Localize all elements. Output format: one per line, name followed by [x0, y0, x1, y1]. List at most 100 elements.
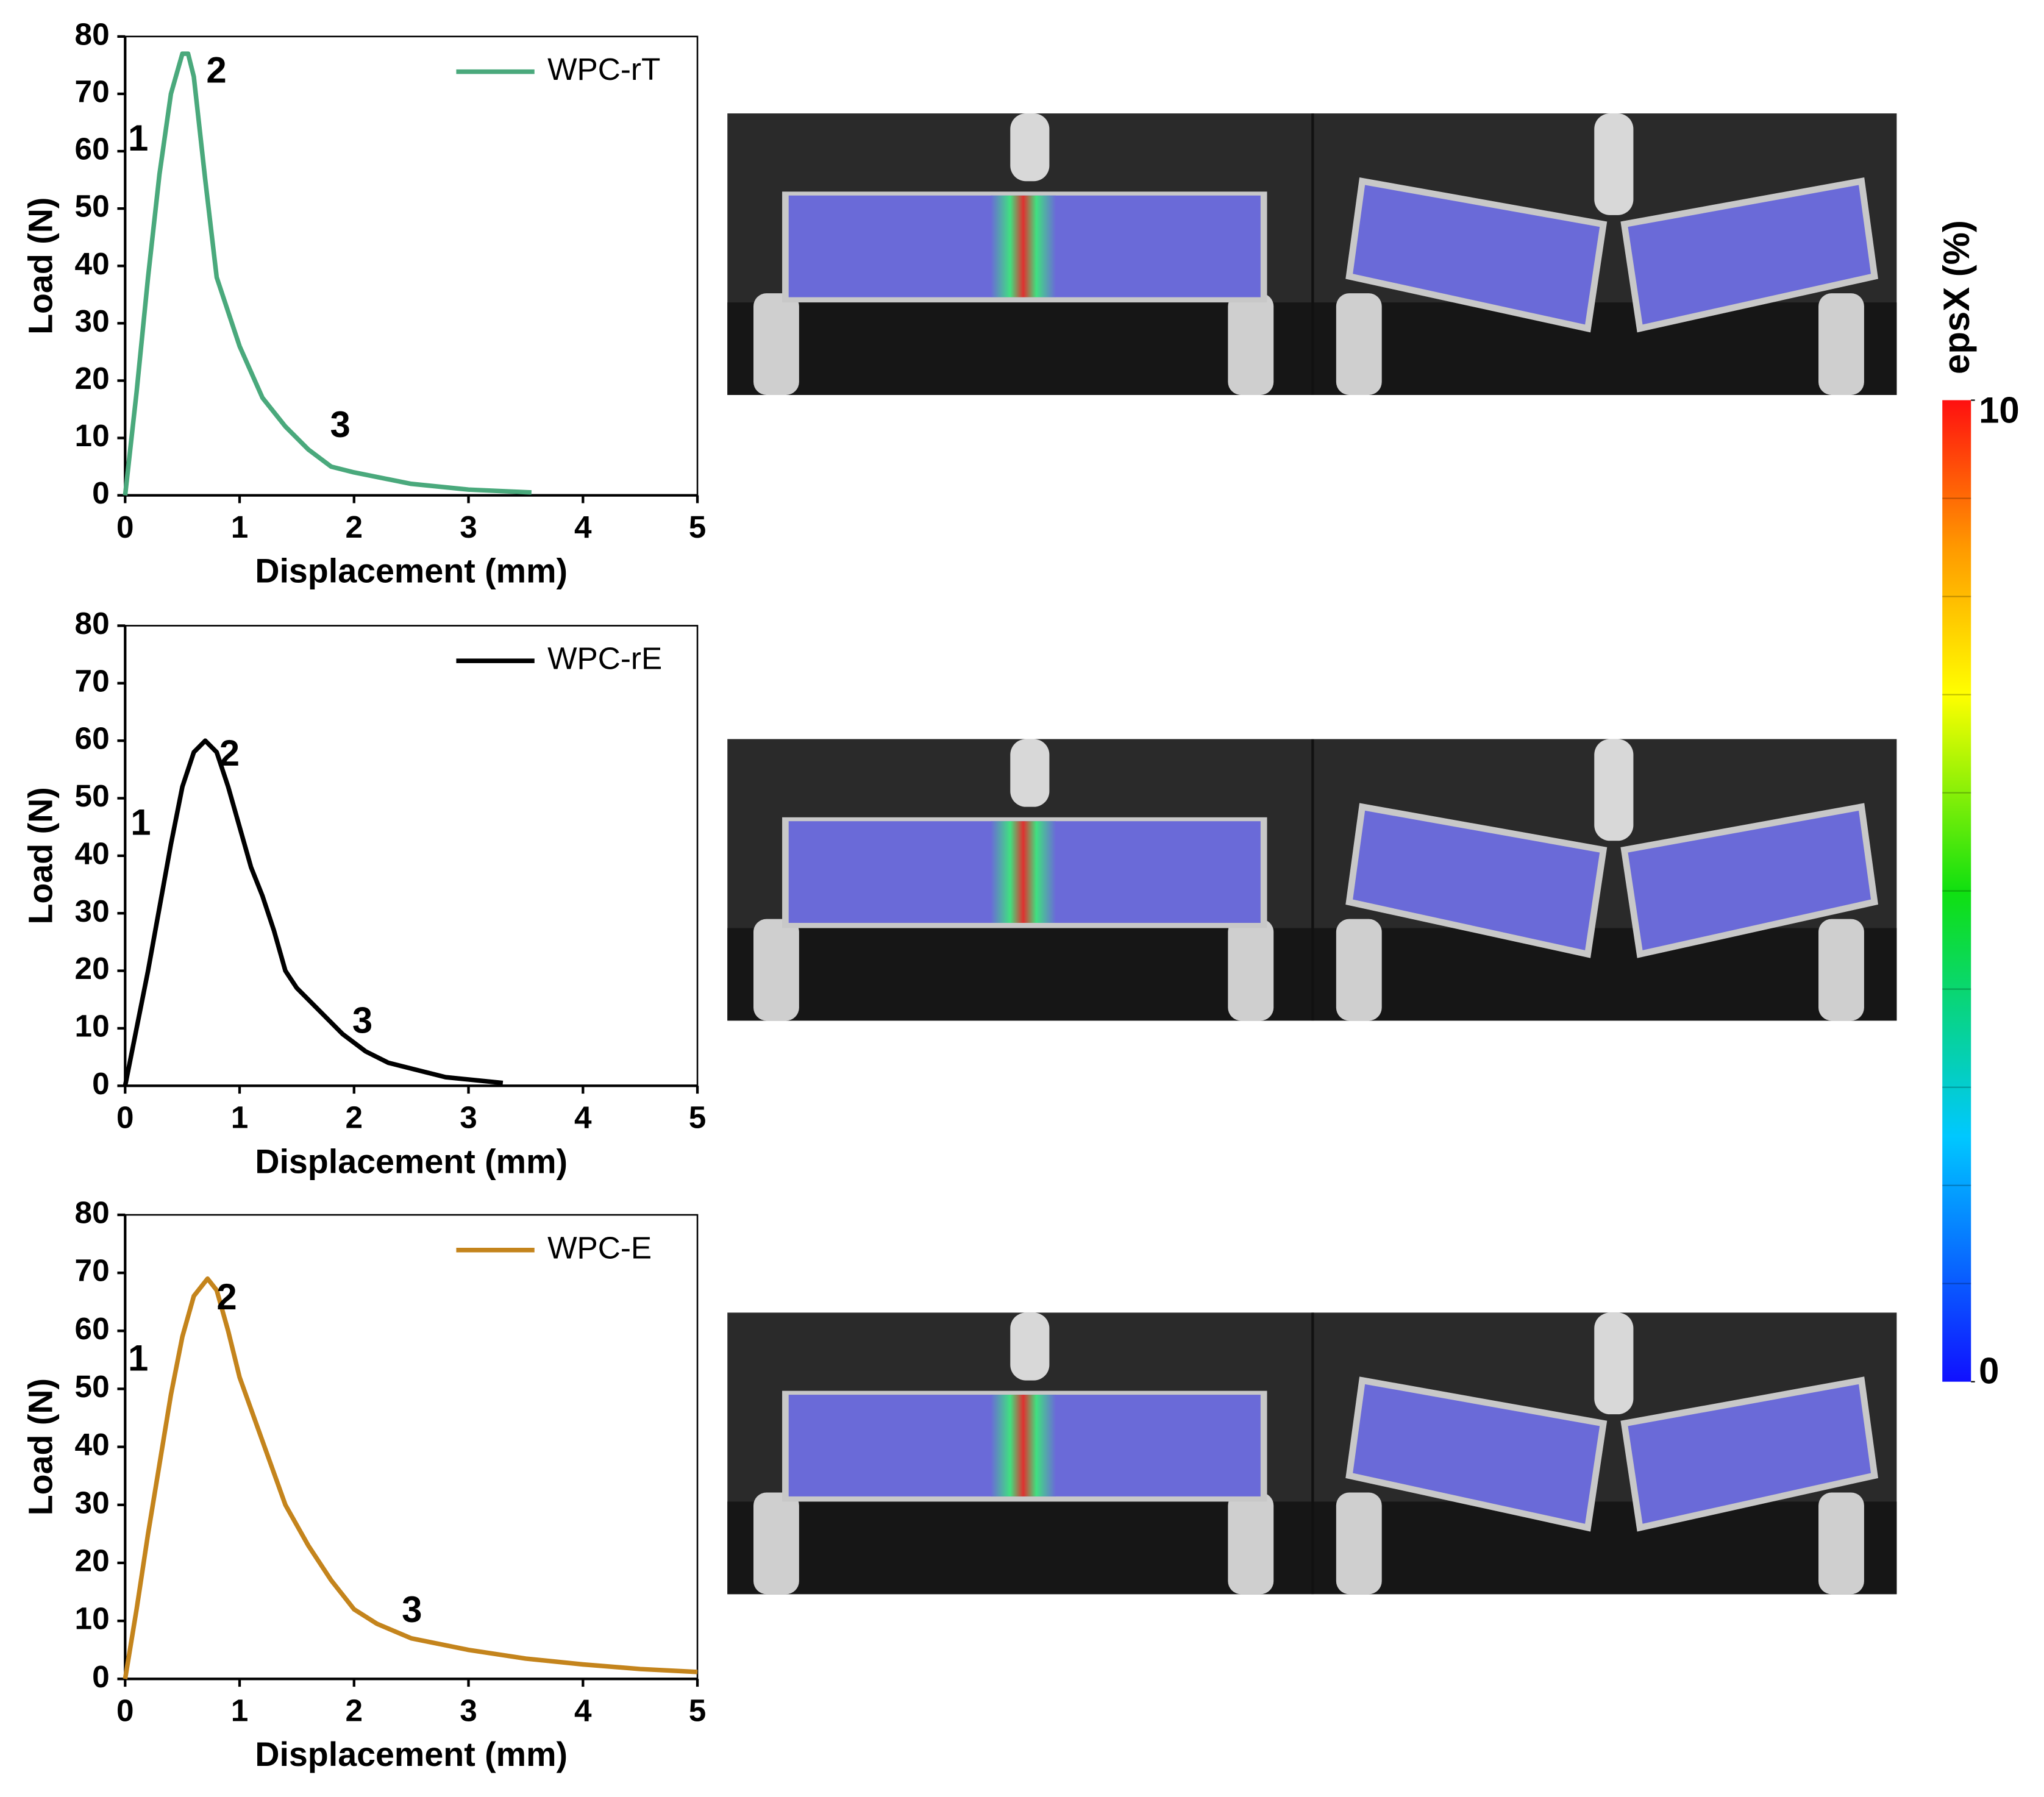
strain-crack	[991, 195, 1056, 297]
x-tick-label: 5	[689, 1693, 707, 1728]
strain-crack	[991, 1395, 1056, 1496]
annotation: 1	[128, 1337, 148, 1378]
support	[753, 919, 799, 1021]
support	[1336, 293, 1382, 395]
x-tick-label: 2	[346, 1100, 363, 1134]
y-axis-label: Load (N)	[21, 787, 59, 924]
indenter	[1010, 1312, 1050, 1381]
x-tick-label: 3	[460, 1693, 477, 1728]
colorbar-tick-label: 10	[1979, 390, 2020, 431]
specimen-strain	[1620, 177, 1878, 333]
annotation: 3	[352, 1000, 372, 1041]
support	[1228, 1492, 1274, 1595]
y-tick-label: 80	[75, 1195, 110, 1230]
x-axis-label: Displacement (mm)	[255, 552, 568, 590]
x-tick-label: 1	[231, 1100, 249, 1134]
y-tick-label: 60	[75, 132, 110, 166]
line-series	[123, 738, 504, 1087]
y-tick-label: 80	[75, 16, 110, 51]
y-tick-label: 30	[75, 1485, 110, 1520]
indenter	[1010, 113, 1050, 182]
photo-divider	[1311, 739, 1314, 1021]
x-tick-label: 0	[116, 510, 134, 544]
x-tick-label: 0	[116, 1693, 134, 1728]
y-tick-label: 10	[75, 1008, 110, 1043]
x-tick-label: 5	[689, 1100, 707, 1134]
support	[753, 1492, 799, 1595]
line-series	[123, 1276, 698, 1679]
legend-label: WPC-rT	[547, 52, 660, 87]
y-tick-label: 50	[75, 189, 110, 224]
support	[1336, 1492, 1382, 1595]
y-axis-label: Load (N)	[21, 197, 59, 335]
specimen-strain	[1620, 803, 1878, 958]
support	[1228, 293, 1274, 395]
y-tick-label: 0	[92, 1066, 110, 1101]
x-tick-label: 2	[346, 1693, 363, 1728]
indenter	[1594, 1312, 1634, 1415]
support	[753, 293, 799, 395]
indenter	[1010, 739, 1050, 807]
x-axis-label: Displacement (mm)	[255, 1735, 568, 1773]
annotation: 2	[216, 1276, 237, 1317]
annotation: 3	[402, 1589, 422, 1630]
y-tick-label: 10	[75, 418, 110, 453]
indenter	[1594, 739, 1634, 841]
plot-frame	[124, 625, 699, 1087]
specimen-strain	[1345, 177, 1608, 333]
y-tick-label: 40	[75, 836, 110, 870]
x-tick-label: 4	[574, 1693, 592, 1728]
support	[1818, 293, 1864, 395]
y-tick-label: 80	[75, 606, 110, 641]
specimen-strain	[1620, 1376, 1878, 1532]
plot-frame	[124, 35, 699, 496]
y-tick-label: 0	[92, 475, 110, 510]
x-tick-label: 3	[460, 510, 477, 544]
y-tick-label: 70	[75, 74, 110, 109]
x-tick-label: 0	[116, 1100, 134, 1134]
dic-images	[727, 113, 1897, 1595]
photo-divider	[1311, 1312, 1314, 1595]
photo-divider	[1311, 113, 1314, 395]
support	[1228, 919, 1274, 1021]
colorbar	[1942, 400, 1971, 1382]
y-tick-label: 20	[75, 951, 110, 986]
x-axis-label: Displacement (mm)	[255, 1142, 568, 1180]
y-tick-label: 30	[75, 894, 110, 928]
specimen-strain	[1345, 1376, 1608, 1532]
colorbar-label: epsX (%)	[1936, 220, 1977, 374]
y-axis-label: Load (N)	[21, 1378, 59, 1515]
support	[1336, 919, 1382, 1021]
strain-crack	[991, 821, 1056, 923]
x-tick-label: 4	[574, 1100, 592, 1134]
legend-label: WPC-rE	[547, 641, 662, 676]
x-tick-label: 5	[689, 510, 707, 544]
y-tick-label: 20	[75, 1543, 110, 1578]
y-tick-label: 60	[75, 1311, 110, 1346]
support	[1818, 1492, 1864, 1595]
specimen-strain	[1345, 803, 1608, 958]
y-tick-label: 20	[75, 361, 110, 396]
colorbar-tick-label: 0	[1979, 1351, 1999, 1392]
y-tick-label: 70	[75, 1253, 110, 1288]
y-tick-label: 60	[75, 721, 110, 756]
y-tick-label: 40	[75, 246, 110, 281]
y-tick-label: 30	[75, 304, 110, 338]
support	[1818, 919, 1864, 1021]
y-tick-label: 70	[75, 663, 110, 698]
y-tick-label: 50	[75, 778, 110, 813]
y-tick-label: 0	[92, 1659, 110, 1694]
annotation: 2	[206, 50, 226, 91]
x-tick-label: 4	[574, 510, 592, 544]
x-tick-label: 3	[460, 1100, 477, 1134]
y-tick-label: 10	[75, 1601, 110, 1636]
x-tick-label: 1	[231, 510, 249, 544]
annotation: 3	[330, 404, 350, 445]
annotation: 1	[130, 802, 151, 842]
x-tick-label: 2	[346, 510, 363, 544]
line-series	[123, 51, 532, 496]
y-tick-label: 40	[75, 1427, 110, 1462]
annotation: 1	[128, 118, 148, 158]
annotation: 2	[219, 733, 240, 774]
